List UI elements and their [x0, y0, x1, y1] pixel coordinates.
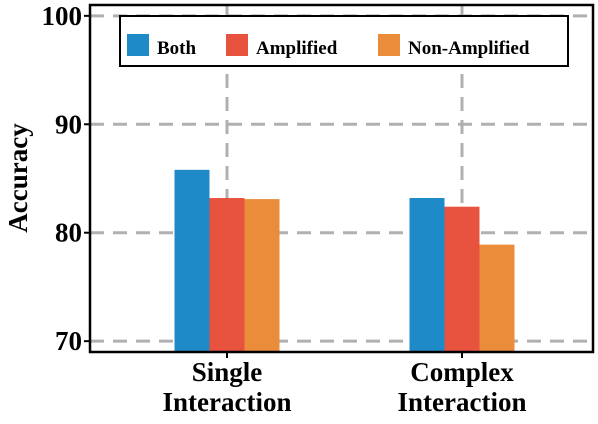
x-tick-label: Single [192, 357, 263, 387]
plot-frame [88, 3, 595, 354]
legend-swatch-both [127, 34, 149, 56]
legend-label: Both [157, 38, 197, 59]
bar-non-amplified [479, 244, 515, 352]
y-tick-label: 100 [42, 1, 83, 31]
bar-both [174, 169, 210, 352]
legend-label: Non-Amplified [408, 38, 530, 59]
y-axis-label: Accuracy [3, 123, 33, 233]
bar-amplified [444, 206, 480, 352]
legend-label: Amplified [256, 38, 338, 59]
legend-box [119, 15, 569, 67]
bar-both [409, 198, 445, 352]
x-tick-label: Complex [410, 357, 514, 387]
y-tick-label: 80 [55, 218, 82, 248]
y-axis: 70 80 90 100 [42, 1, 90, 356]
bars [174, 169, 515, 352]
y-tick-label: 70 [55, 326, 82, 356]
legend-swatch-amplified [226, 34, 248, 56]
legend: Both Amplified Non-Amplified [119, 15, 569, 67]
x-tick-label: Interaction [398, 387, 527, 417]
y-tick-label: 90 [55, 109, 82, 139]
x-tick-label: Interaction [163, 387, 292, 417]
bar-non-amplified [244, 199, 280, 352]
bar-amplified [209, 198, 245, 352]
legend-swatch-non-amplified [378, 34, 400, 56]
